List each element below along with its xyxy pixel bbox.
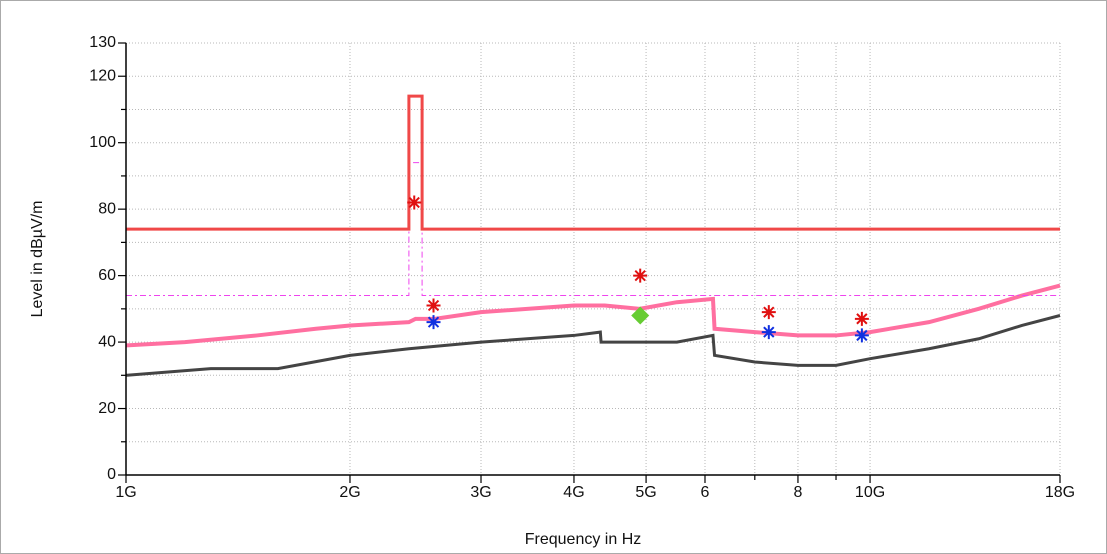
- x-tick-label: 10G: [855, 484, 885, 501]
- peak-marker: [407, 195, 422, 210]
- x-axis-label: Frequency in Hz: [525, 531, 642, 548]
- x-tick-label: 6: [701, 484, 710, 501]
- peak-marker: [426, 298, 441, 313]
- y-tick-label: 130: [89, 34, 116, 51]
- y-tick-label: 100: [89, 134, 116, 151]
- x-tick-label: 3G: [470, 484, 491, 501]
- y-tick-label: 80: [98, 200, 116, 217]
- y-tick-label: 20: [98, 400, 116, 417]
- trace-line: [125, 314, 1061, 377]
- peak-marker: [761, 305, 776, 320]
- x-tick-label: 4G: [563, 484, 584, 501]
- x-tick-label: 18G: [1045, 484, 1075, 501]
- peak-marker: [854, 328, 869, 343]
- y-tick-label: 0: [107, 466, 116, 483]
- trace-line: [126, 162, 1060, 297]
- diamond-marker: [631, 306, 650, 325]
- x-tick-label: 2G: [339, 484, 360, 501]
- x-tick-label: 1G: [115, 484, 136, 501]
- y-tick-label: 120: [89, 67, 116, 84]
- grid: [125, 42, 1061, 476]
- y-tick-label: 40: [98, 333, 116, 350]
- plot: [125, 94, 1061, 377]
- peak-marker: [761, 325, 776, 340]
- x-tick-label: 8: [794, 484, 803, 501]
- trace-line: [126, 94, 1060, 231]
- trace-line: [125, 283, 1061, 348]
- x-tick-label: 5G: [635, 484, 656, 501]
- peak-marker: [633, 268, 648, 283]
- y-tick-label: 60: [98, 267, 116, 284]
- peak-marker: [426, 315, 441, 330]
- peak-marker: [854, 311, 869, 326]
- y-axis-label: Level in dBµV/m: [29, 201, 46, 318]
